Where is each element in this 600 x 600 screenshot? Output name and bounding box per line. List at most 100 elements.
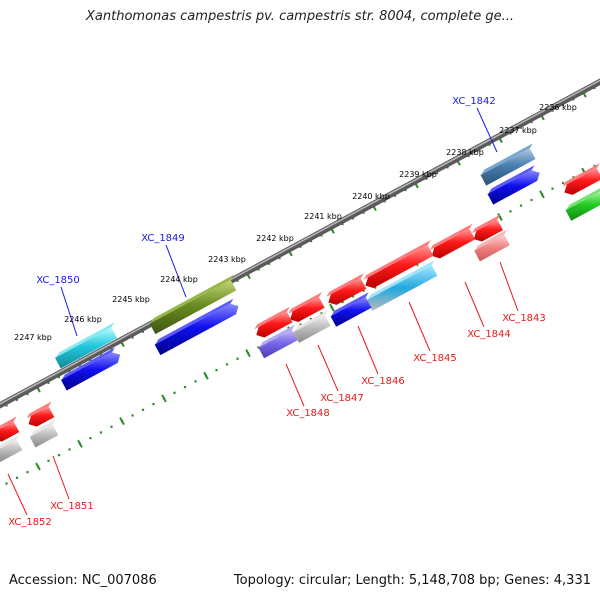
gene-feature[interactable]	[54, 327, 118, 369]
gene-feature[interactable]	[564, 168, 600, 195]
ruler-dot	[519, 204, 523, 207]
gene-label-xc-1844[interactable]: XC_1844	[467, 329, 511, 340]
gene-top-face	[363, 240, 431, 280]
gene-feature[interactable]	[0, 439, 23, 463]
gene-top-face	[481, 143, 533, 175]
ruler-tick-label: 2245 kbp	[112, 295, 150, 304]
gene-feature[interactable]	[29, 424, 59, 448]
gene-feature[interactable]	[0, 421, 20, 442]
gene-feature[interactable]	[366, 265, 438, 311]
backbone-highlight	[0, 79, 600, 405]
gene-feature[interactable]	[28, 406, 55, 427]
gene-feature[interactable]	[565, 191, 600, 221]
ruler-dot	[309, 239, 313, 243]
ruler-dot	[530, 198, 533, 202]
gene-labels: XC_1842 XC_1849 XC_1850 XC_1843 XC_1844 XC_18…	[8, 96, 546, 528]
gene-top-face	[471, 214, 501, 234]
gene-top-face	[26, 401, 52, 419]
ruler-tick-labels: 2236 kbp 2237 kbp 2238 kbp 2239 kbp 2240 kbp…	[14, 103, 577, 342]
ruler-dot	[299, 245, 302, 248]
gene-top-face	[288, 292, 322, 314]
gene-top-face	[254, 306, 290, 330]
gene-feature[interactable]	[487, 170, 540, 205]
gene-label-xc-1848[interactable]: XC_1848	[286, 408, 330, 419]
ruler-dot	[68, 370, 71, 373]
gene-feature[interactable]	[258, 329, 298, 359]
ruler-dot	[89, 437, 92, 440]
ruler-dot	[131, 414, 134, 417]
gene-label-xc-1846[interactable]: XC_1846	[361, 376, 405, 387]
ruler-tick-label: 2242 kbp	[256, 234, 294, 243]
ruler-dot	[320, 234, 323, 237]
ruler-dot	[236, 357, 239, 360]
gene-label-xc-1851[interactable]: XC_1851	[50, 501, 94, 512]
label-leader-line	[464, 281, 485, 328]
gene-top-face	[30, 419, 56, 437]
ruler-dot	[47, 381, 50, 384]
ruler-dot	[561, 181, 565, 185]
ruler-dot	[320, 312, 323, 315]
gene-label-xc-1842[interactable]: XC_1842	[452, 96, 496, 107]
gene-feature[interactable]	[365, 245, 434, 289]
ruler-tick-label: 2236 kbp	[539, 103, 577, 112]
ruler-dot	[47, 459, 50, 462]
ruler-tick-label: 2240 kbp	[352, 192, 390, 201]
gene-label-xc-1845[interactable]: XC_1845	[413, 353, 457, 364]
gene-top-face	[0, 416, 17, 429]
gene-feature[interactable]	[473, 219, 504, 242]
ruler-major-tick	[245, 349, 251, 358]
gene-feature[interactable]	[480, 148, 536, 186]
gene-top-face	[429, 223, 473, 251]
genome-backbone	[0, 78, 600, 409]
label-leader-line	[165, 244, 187, 298]
ruler-dot	[572, 176, 575, 179]
ruler-tick-label: 2247 kbp	[14, 333, 52, 342]
label-leader-line	[285, 363, 305, 407]
gene-top-face	[294, 310, 328, 332]
ruler-tick-label: 2243 kbp	[208, 255, 246, 264]
ruler-dot	[141, 408, 145, 411]
ruler-dot	[131, 336, 134, 339]
gene-feature[interactable]	[431, 228, 476, 259]
gene-feature[interactable]	[60, 352, 121, 391]
ruler-dot	[15, 476, 19, 479]
label-leader-line	[317, 344, 339, 392]
ruler-dot	[68, 448, 71, 451]
gene-top-face	[259, 324, 295, 348]
ruler-dot	[110, 347, 113, 350]
ruler-dot	[257, 346, 260, 349]
gene-feature[interactable]	[293, 315, 331, 343]
ruler-dot	[215, 368, 218, 372]
label-leader-line	[7, 473, 28, 516]
gene-feature[interactable]	[290, 297, 325, 322]
ruler-dot	[362, 289, 365, 292]
gene-label-xc-1849[interactable]: XC_1849	[141, 233, 185, 244]
gene-top-face	[150, 274, 234, 324]
gene-label-xc-1850[interactable]: XC_1850	[36, 275, 80, 286]
ruler-dot	[351, 295, 355, 298]
gene-feature[interactable]	[474, 234, 510, 262]
ruler-tick-label: 2244 kbp	[160, 275, 198, 284]
gene-label-xc-1843[interactable]: XC_1843	[502, 313, 546, 324]
gene-feature[interactable]	[154, 303, 239, 356]
gene-feature[interactable]	[330, 297, 372, 327]
ruler-dot	[152, 403, 155, 406]
ruler-dot	[393, 194, 397, 197]
gene-label-xc-1852[interactable]: XC_1852	[8, 517, 52, 528]
gene-label-xc-1847[interactable]: XC_1847	[320, 393, 364, 404]
gene-feature[interactable]	[328, 278, 367, 305]
ruler-dot	[267, 262, 271, 265]
ruler-dot	[278, 256, 281, 260]
gene-top-face	[155, 298, 234, 345]
gene-feature[interactable]	[149, 279, 237, 335]
gene-feature[interactable]	[256, 311, 293, 338]
label-leader-line	[408, 301, 431, 352]
ruler-major-tick	[35, 462, 41, 471]
ruler-dot	[194, 380, 197, 383]
ruler-dot	[26, 393, 29, 396]
ruler-tick-label: 2238 kbp	[446, 148, 484, 157]
ruler-dot	[89, 359, 92, 362]
label-leader-lines	[7, 107, 519, 516]
ruler-dot	[225, 363, 229, 366]
